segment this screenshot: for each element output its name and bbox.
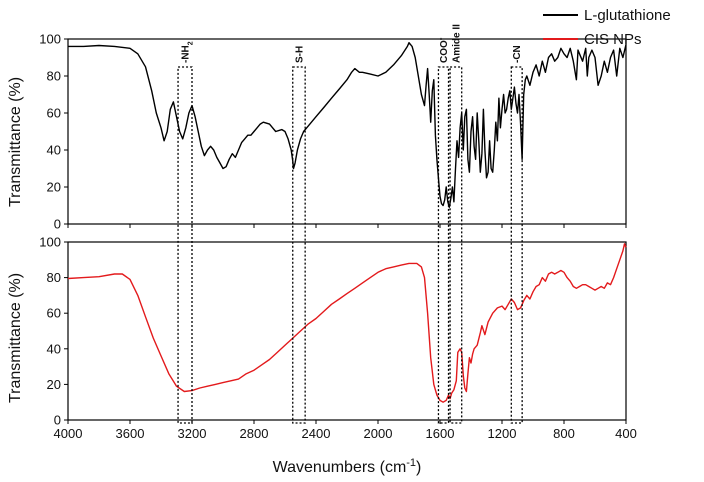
plot-frame [67, 241, 627, 421]
x-tick-label: 3200 [178, 426, 207, 441]
y-tick-label: 0 [54, 217, 61, 232]
x-tick-label: 2400 [302, 426, 331, 441]
panel-bottom-cis-nps: 0 20 40 60 80 100 4000 3600 3200 2800 2400 2000 1600… [39, 235, 637, 442]
band-box [437, 66, 450, 424]
legend-label-l-glutathione: L-glutathione [584, 7, 671, 24]
y-tick-label: 80 [47, 270, 61, 285]
band-box [510, 66, 523, 424]
band-label: Amide II [451, 24, 462, 63]
x-tick-label: 2000 [364, 426, 393, 441]
y-tick-label: 60 [47, 306, 61, 321]
x-tick-label: 4000 [54, 426, 83, 441]
y-tick-label: 0 [54, 413, 61, 428]
x-tick-label: 1200 [488, 426, 517, 441]
legend-label-cis-nps: CIS NPs [584, 31, 642, 48]
y-tick-label: 100 [39, 235, 61, 250]
band-label: -NH2 [181, 41, 195, 63]
series-line-cis-nps [67, 243, 627, 403]
y-tick-label: 20 [47, 180, 61, 195]
band-box [177, 66, 193, 424]
y-tick-label: 40 [47, 143, 61, 158]
x-tick-label: 3600 [116, 426, 145, 441]
y-tick-label: 100 [39, 32, 61, 47]
band-label: S-H [294, 46, 305, 63]
band-box [449, 66, 463, 424]
band-box [292, 66, 306, 424]
y-tick-label: 40 [47, 341, 61, 356]
band-markers: -NH2 S-H COO- Amide II -CN [177, 24, 523, 424]
y-axis-title-bottom: Transmittance (%) [7, 273, 24, 403]
y-tick-label: 20 [47, 377, 61, 392]
panel-top-l-glutathione: 0 20 40 60 80 100 [39, 32, 627, 232]
y-tick-label: 60 [47, 106, 61, 121]
band-label: -CN [512, 45, 523, 63]
x-tick-label: 800 [553, 426, 575, 441]
band-label: COO- [435, 37, 450, 63]
legend: L-glutathione CIS NPs [543, 7, 671, 48]
x-tick-label: 400 [615, 426, 637, 441]
x-tick-label: 1600 [426, 426, 455, 441]
x-axis-title: Wavenumbers (cm-1) [273, 457, 422, 476]
plot-frame [67, 38, 627, 225]
series-line-l-glutathione [68, 42, 627, 208]
x-tick-label: 2800 [240, 426, 269, 441]
y-axis-title-top: Transmittance (%) [7, 77, 24, 207]
y-tick-label: 80 [47, 69, 61, 84]
